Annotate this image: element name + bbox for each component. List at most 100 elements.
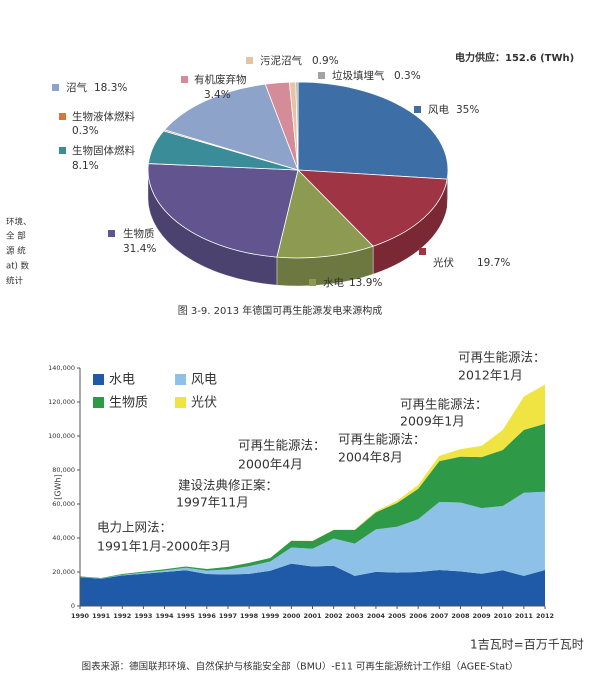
slice-value-label: 0.9%: [312, 55, 339, 67]
slice-value-label: 8.1%: [72, 160, 99, 172]
legend-swatch: [175, 397, 186, 408]
slice: [295, 81, 299, 171]
annotation: 2004年8月: [338, 450, 403, 465]
x-tick-label: 1991: [92, 612, 111, 620]
legend-marker: [414, 106, 421, 113]
x-tick-label: 2005: [388, 612, 407, 620]
margin-fragment: 统计: [6, 276, 24, 287]
legend-swatch: [175, 374, 186, 385]
annotation: 可再生能源法：: [238, 438, 326, 453]
legend-marker: [59, 147, 66, 154]
x-tick-label: 2002: [325, 612, 343, 620]
annotation: 电力上网法：: [97, 520, 172, 535]
slice: [147, 163, 299, 258]
margin-fragment: at) 数: [6, 261, 30, 272]
legend-swatch: [93, 397, 104, 408]
margin-fragment: 全 部: [6, 231, 26, 242]
y-tick-label: 0: [71, 602, 75, 610]
x-tick-label: 2003: [346, 612, 364, 620]
source: 图表来源：德国联邦环境、自然保护与核能安全部（BMU）-E11 可再生能源统计工…: [82, 661, 519, 673]
legend-marker: [246, 57, 253, 64]
y-tick-label: 120,000: [48, 398, 75, 406]
x-tick-label: 2006: [409, 612, 428, 620]
slice-label: 水电: [323, 276, 344, 289]
legend-marker: [181, 76, 188, 83]
slice-value-label: 3.4%: [204, 89, 231, 101]
slice-label: 垃圾填埋气: [332, 69, 385, 82]
area: [80, 491, 545, 579]
x-tick-label: 2001: [303, 612, 322, 620]
x-tick-label: 2004: [367, 612, 386, 620]
x-tick-label: 2012: [536, 612, 554, 620]
x-tick-label: 1993: [134, 612, 152, 620]
slice-value-label: 31.4%: [123, 243, 156, 255]
annotation: 1991年1月-2000年3月: [97, 539, 231, 554]
slice-value-label: 0.3%: [394, 70, 421, 82]
slice-label: 生物液体燃料: [72, 110, 135, 123]
slice: [276, 169, 374, 259]
slice-value-label: 35%: [456, 104, 479, 116]
pie-tops: [147, 81, 449, 259]
x-tick-label: 2010: [494, 612, 513, 620]
annotation: 可再生能源法：: [458, 350, 546, 365]
legend-label: 风电: [191, 373, 217, 388]
x-tick-label: 2009: [473, 612, 492, 620]
slice-side-shade: [373, 179, 448, 275]
x-tick-label: 1992: [113, 612, 131, 620]
slice-label: 沼气: [66, 81, 87, 94]
legend-marker: [52, 84, 59, 91]
slice-label: 有机废弃物: [194, 73, 247, 86]
legend-marker: [59, 113, 66, 120]
slice-label: 污泥沼气: [260, 54, 302, 67]
area: [80, 423, 545, 579]
x-tick-label: 1994: [155, 612, 174, 620]
slice-value-label: 0.3%: [72, 125, 99, 137]
unit-note: 1吉瓦时=百万千瓦时: [470, 638, 584, 652]
y-axis-label: [GWh]: [54, 474, 63, 499]
x-tick-label: 2000: [282, 612, 301, 620]
slice-label: 风电: [428, 103, 449, 116]
y-tick-label: 60,000: [52, 500, 75, 508]
legend-marker: [108, 230, 115, 237]
legend-label: 光伏: [191, 396, 217, 411]
legend-label: 水电: [109, 373, 135, 388]
x-tick-label: 1998: [240, 612, 259, 620]
slice: [297, 81, 449, 180]
margin-fragment: 源 统: [6, 246, 26, 257]
y-tick-label: 20,000: [52, 568, 75, 576]
x-tick-label: 1990: [71, 612, 90, 620]
x-tick-label: 1997: [219, 612, 237, 620]
supply-note: 电力供应：152.6 (TWh): [455, 51, 574, 64]
y-tick-label: 140,000: [48, 364, 75, 372]
annotation: 2009年1月: [400, 414, 465, 429]
slice-side-shade: [276, 246, 374, 287]
slice-label: 生物质: [123, 227, 155, 240]
x-tick-label: 2008: [451, 612, 470, 620]
pie-title: 图 3-9. 2013 年德国可再生能源发电来源构成: [178, 304, 383, 317]
y-tick-label: 80,000: [52, 466, 75, 474]
annotation: 1997年11月: [176, 495, 249, 510]
annotation: 2012年1月: [458, 368, 523, 383]
x-tick-label: 1995: [177, 612, 196, 620]
slice-label: 生物固体燃料: [72, 144, 135, 157]
x-tick-label: 2007: [430, 612, 448, 620]
annotation: 2000年4月: [238, 457, 303, 472]
slice-value-label: 13.9%: [349, 277, 382, 289]
pie-sides: [147, 169, 449, 287]
slice-value-label: 19.7%: [477, 257, 510, 269]
x-tick-label: 2011: [515, 612, 534, 620]
legend-marker: [318, 72, 325, 79]
slice: [163, 83, 299, 171]
legend-marker: [309, 279, 316, 286]
slice: [296, 169, 448, 247]
annotation: 可再生能源法：: [400, 397, 488, 412]
slice-value-label: 18.3%: [94, 82, 127, 94]
x-tick-label: 1999: [261, 612, 280, 620]
area: [80, 563, 545, 606]
annotation: 可再生能源法：: [338, 432, 426, 447]
legend-label: 生物质: [109, 396, 148, 411]
annotation: 建设法典修正案：: [178, 478, 278, 493]
margin-fragment: 环境、: [6, 217, 32, 228]
y-tick-label: 40,000: [52, 534, 75, 542]
